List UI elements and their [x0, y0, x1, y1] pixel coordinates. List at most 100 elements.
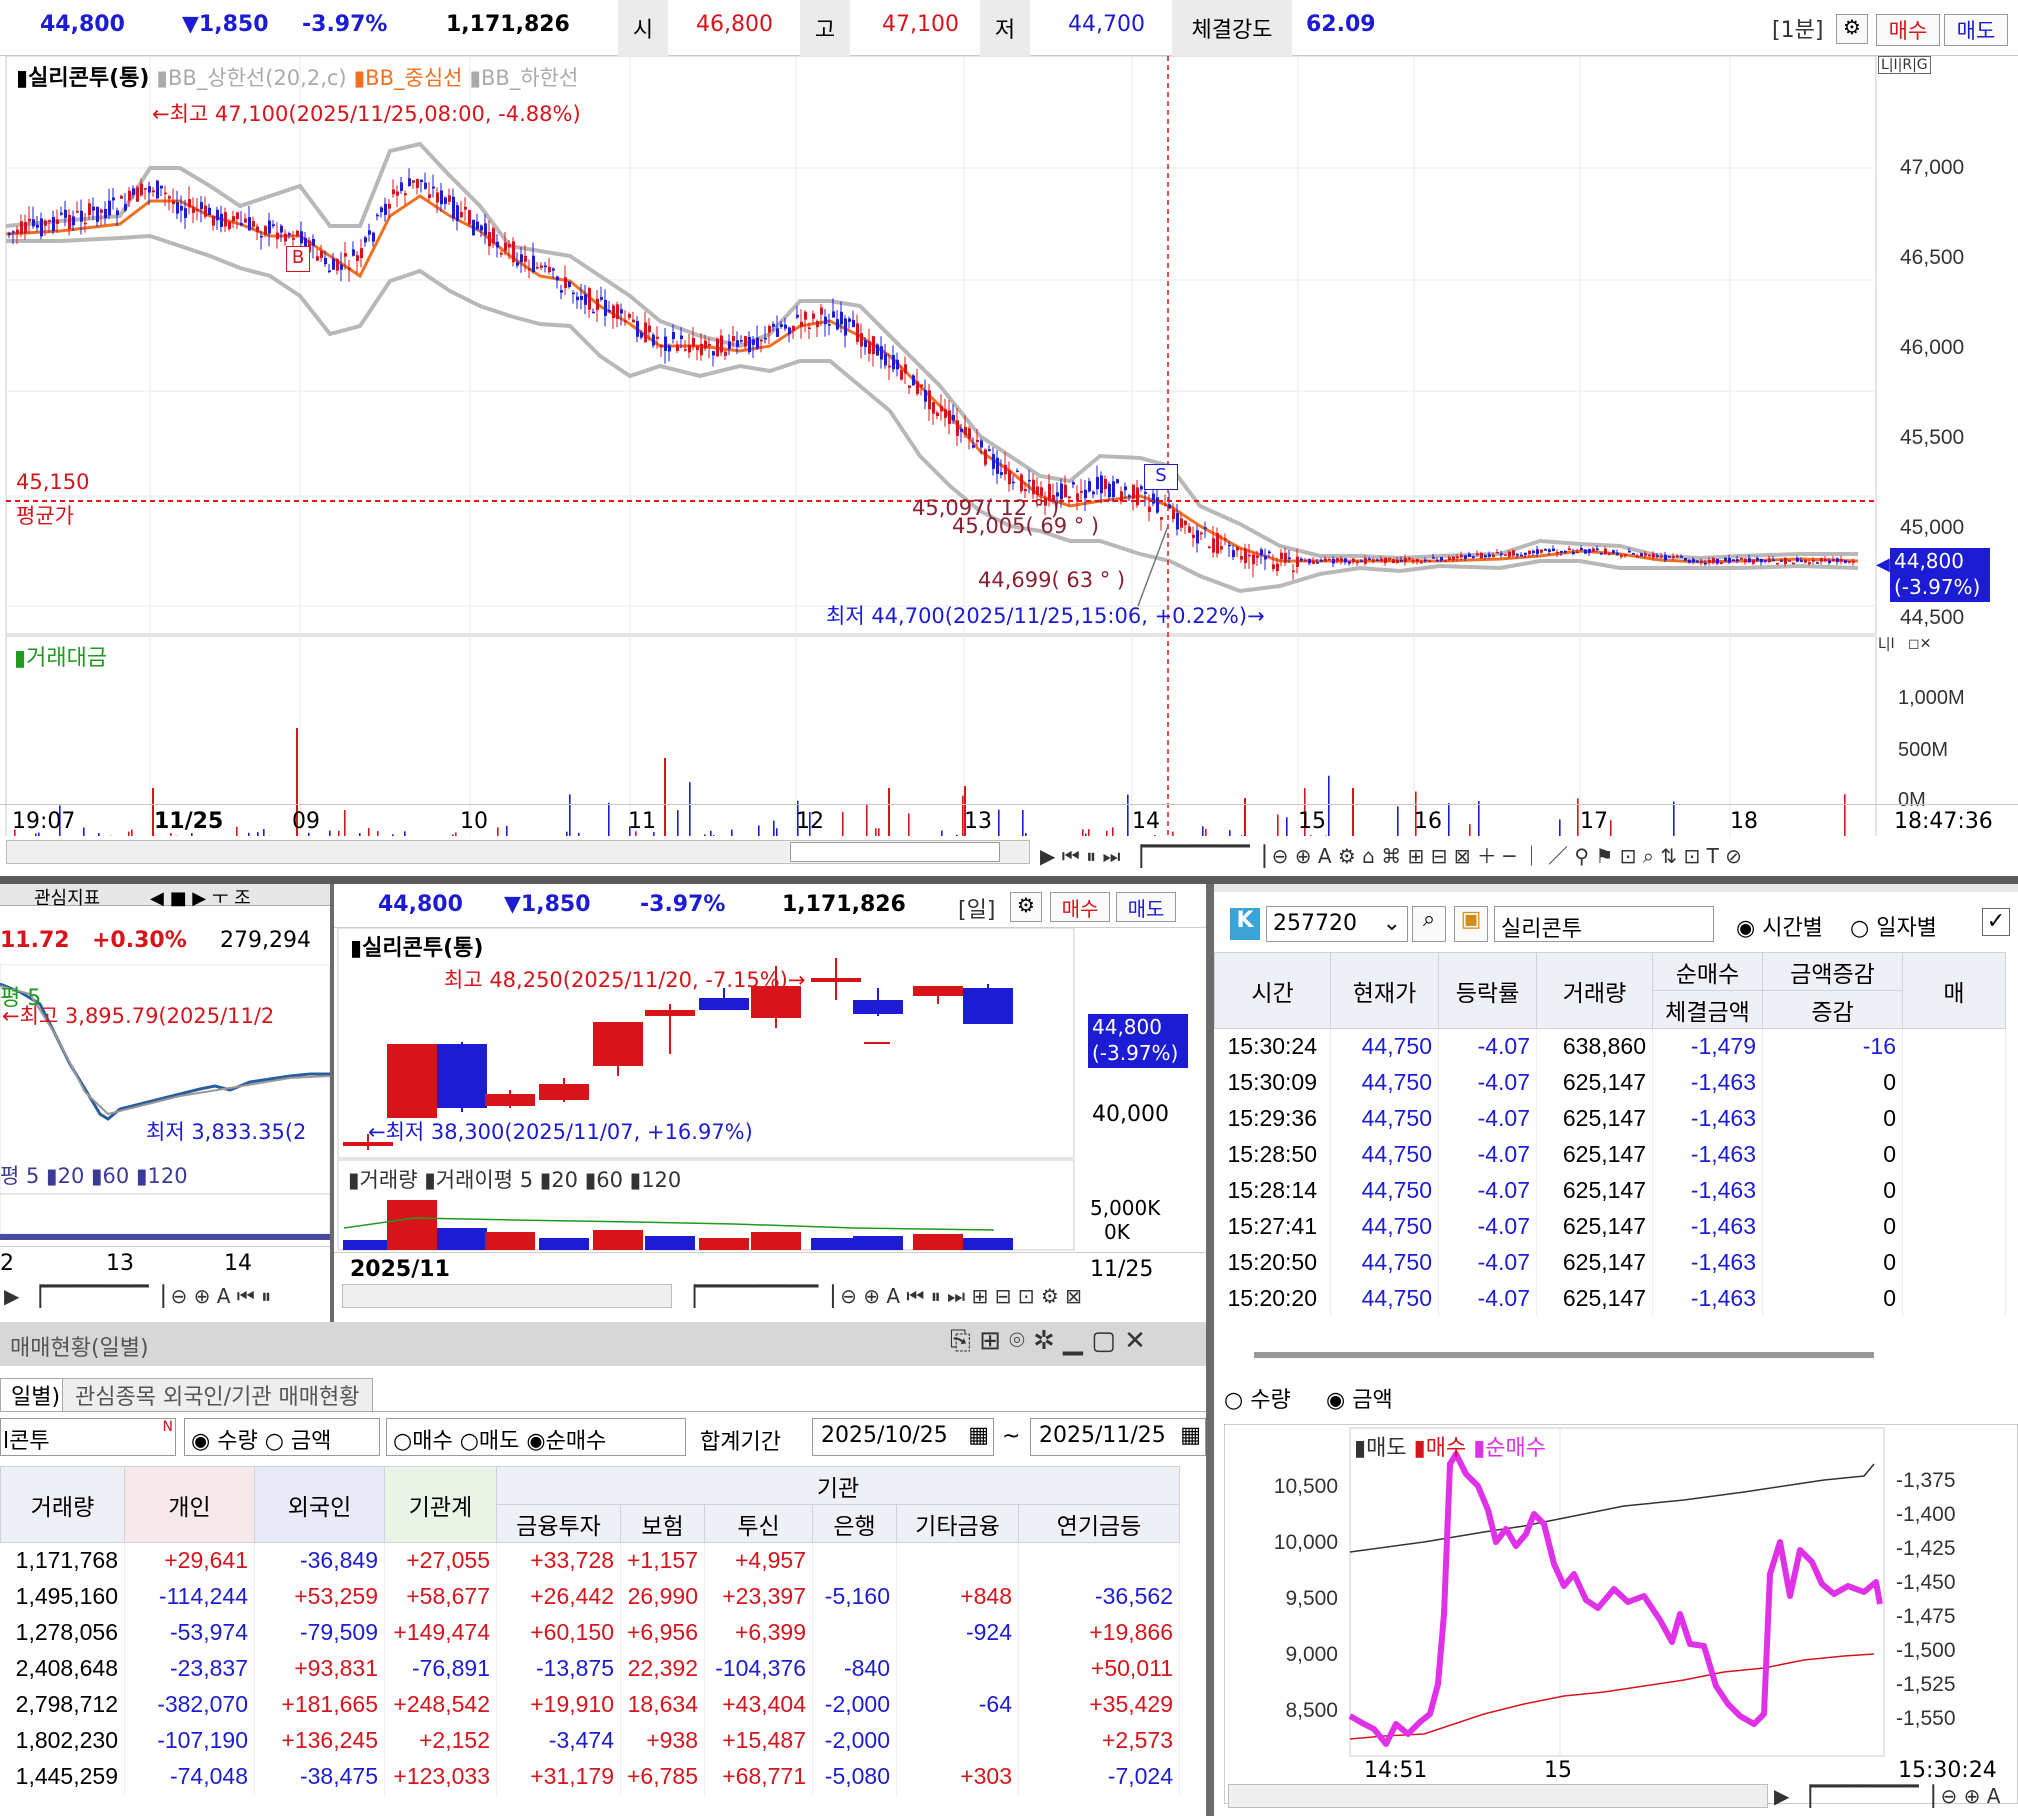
angle-annotation-3: 44,699( 63 ° )	[978, 568, 1126, 592]
radio-day[interactable]: ○ 일자별	[1850, 916, 1937, 941]
candle	[1252, 554, 1255, 565]
trading-stock-field[interactable]: l콘투 N	[0, 1418, 176, 1456]
daily-candle	[853, 1000, 903, 1014]
table-row[interactable]: 15:30:09 44,750 -4.07 625,147 -1,463 0	[1214, 1064, 2006, 1101]
table-row[interactable]: 15:29:36 44,750 -4.07 625,147 -1,463 0	[1214, 1100, 2006, 1137]
date-to-field[interactable]: 2025/11/25 ▦	[1030, 1418, 1206, 1456]
candle	[1132, 484, 1135, 499]
candle	[1000, 472, 1003, 475]
net-chart-scrollbar[interactable]	[1228, 1784, 1768, 1808]
candle	[840, 311, 843, 325]
candle	[192, 207, 195, 213]
daily-sell-button[interactable]: 매도	[1116, 892, 1176, 922]
candle	[1016, 470, 1019, 473]
panel-controls[interactable]: L|I|R|G	[1878, 56, 1931, 74]
tab-daily[interactable]: 일별)	[0, 1378, 72, 1412]
date-from-field[interactable]: 2025/10/25 ▦	[812, 1418, 994, 1456]
candle	[28, 218, 31, 222]
candle	[1564, 551, 1567, 553]
search-icon[interactable]: ⌕	[1412, 906, 1446, 942]
date-to: 2025/11/25	[1039, 1423, 1166, 1448]
table-row[interactable]: 2,408,648 -23,837 +93,831 -76,891 -13,875 22,…	[0, 1650, 1180, 1687]
sell-button[interactable]: 매도	[1944, 14, 2008, 46]
candle	[152, 190, 155, 193]
candle	[1732, 559, 1735, 561]
interval-selector[interactable]: [1분]	[1772, 18, 1824, 43]
favorite-icon[interactable]: ▣	[1454, 906, 1488, 942]
candle	[92, 206, 95, 211]
table-row[interactable]: 2,798,712 -382,070 +181,665 +248,542 +19,910…	[0, 1686, 1180, 1723]
cell: +27,055	[384, 1542, 497, 1579]
radio-qty[interactable]: ◉ 수량	[191, 1429, 258, 1454]
radio-time[interactable]: ◉ 시간별	[1736, 916, 1823, 941]
radio-net[interactable]: ◉순매수	[526, 1429, 607, 1454]
daily-candle	[485, 1094, 535, 1106]
table-row[interactable]: 15:28:50 44,750 -4.07 625,147 -1,463 0	[1214, 1136, 2006, 1173]
buy-button[interactable]: 매수	[1876, 14, 1940, 46]
cell: -4.07	[1438, 1136, 1537, 1173]
candle	[1616, 552, 1619, 555]
daily-interval[interactable]: [일]	[958, 898, 996, 923]
candle	[196, 209, 199, 212]
calendar-icon[interactable]: ▦	[968, 1423, 989, 1448]
index-nav[interactable]: ◀ ■ ▶ ㅜ 조	[150, 888, 251, 909]
radio-qty[interactable]: ○ 수량	[1224, 1388, 1291, 1413]
radio-amount[interactable]: ○ 금액	[264, 1429, 332, 1454]
ticks-scroll-h[interactable]	[1254, 1352, 1874, 1358]
daily-chart[interactable]	[334, 928, 1206, 1252]
table-row[interactable]: 1,802,230 -107,190 +136,245 +2,152 -3,474 +93…	[0, 1722, 1180, 1759]
table-row[interactable]: 1,495,160 -114,244 +53,259 +58,677 +26,442 26…	[0, 1578, 1180, 1615]
table-row[interactable]: 15:20:20 44,750 -4.07 625,147 -1,463 0	[1214, 1280, 2006, 1317]
daily-volume-bar	[913, 1234, 963, 1250]
gear-icon[interactable]: ⚙	[1010, 892, 1042, 922]
daily-scrollbar[interactable]	[342, 1284, 672, 1308]
table-row[interactable]: 1,278,056 -53,974 -79,509 +149,474 +60,150 +6…	[0, 1614, 1180, 1651]
tab-watchlist[interactable]: 관심종목 외국인/기관 매매현황	[62, 1378, 373, 1412]
intraday-chart[interactable]: 47,000 46,500 46,000 45,500 45,000 44,500 1,00…	[0, 56, 2018, 836]
table-row[interactable]: 15:30:24 44,750 -4.07 638,860 -1,479 -16	[1214, 1028, 2006, 1065]
col-amount-change[interactable]: 금액증감	[1762, 952, 1903, 991]
scroll-thumb[interactable]	[790, 842, 1000, 862]
k-icon[interactable]: K	[1230, 908, 1260, 940]
candle	[640, 332, 643, 338]
table-row[interactable]: 1,171,768 +29,641 -36,849 +27,055 +33,728 +1,…	[0, 1542, 1180, 1579]
index-tab[interactable]: 관심지표	[34, 888, 101, 909]
candle	[592, 311, 595, 314]
radio-amount[interactable]: ◉ 금액	[1326, 1388, 1393, 1413]
candle	[700, 343, 703, 356]
daily-volume-bar	[699, 1238, 749, 1250]
sell-signal-marker[interactable]: S	[1144, 464, 1178, 490]
candle	[1040, 487, 1043, 496]
chart-toolbar[interactable]: ▶ ⏮ ⏸ ⏭ ▕▔▔▔▔▔▔▔▕ ⊖ ⊕ A ⚙ ⌂ ⌘ ⊞ ⊟ ⊠ ＋ ─ …	[1040, 844, 1742, 868]
daily-buy-button[interactable]: 매수	[1050, 892, 1110, 922]
candle	[1272, 564, 1275, 569]
window-controls[interactable]: ⎘ ⊞ ⌾ ✲ ▁ ▢ ✕	[950, 1326, 1146, 1356]
daily-volume-bar	[343, 1240, 393, 1250]
candle	[980, 440, 983, 448]
checkbox[interactable]: ✓	[1982, 908, 2010, 936]
net-buy-chart[interactable]: 10,500 10,000 9,500 9,000 8,500 -1,375 -1,400…	[1224, 1424, 2018, 1804]
radio-sell[interactable]: ○매도	[459, 1429, 520, 1454]
table-row[interactable]: 15:20:50 44,750 -4.07 625,147 -1,463 0	[1214, 1244, 2006, 1281]
candle	[1484, 555, 1487, 558]
volume-panel-controls[interactable]: L|I ◻✕	[1878, 636, 1932, 652]
candle	[496, 241, 499, 248]
strength-label: 체결강도	[1172, 0, 1292, 56]
calendar-icon[interactable]: ▦	[1180, 1423, 1201, 1448]
intraday-chart-panel: 44,800 ▼1,850 -3.97% 1,171,826 시 46,800 …	[0, 0, 2018, 876]
col-trust: 투신	[704, 1504, 813, 1543]
buy-signal-marker[interactable]: B	[286, 246, 310, 272]
gear-icon[interactable]: ⚙	[1836, 14, 1868, 44]
index-toolbar[interactable]: ▶ ▕▔▔▔▔▔▔▔▕ ⊖ ⊕ A ⏮ ⏸	[4, 1284, 272, 1308]
daily-toolbar[interactable]: ▕▔▔▔▔▔▔▔▔▕ ⊖ ⊕ A ⏮ ⏸ ⏭ ⊞ ⊟ ⊡ ⚙ ⊠	[680, 1284, 1082, 1308]
volume-bar	[263, 829, 265, 836]
net-chart-toolbar[interactable]: ▶ ▕▔▔▔▔▔▔▔▕ ⊖ ⊕ A	[1774, 1784, 2001, 1808]
candle	[1452, 556, 1455, 560]
table-row[interactable]: 15:28:14 44,750 -4.07 625,147 -1,463 0	[1214, 1172, 2006, 1209]
candle	[184, 208, 187, 218]
stock-code-input[interactable]: 257720 ⌄	[1266, 906, 1408, 942]
candle	[792, 325, 795, 331]
radio-buy[interactable]: ○매수	[393, 1429, 453, 1454]
table-row[interactable]: 1,445,259 -74,048 -38,475 +123,033 +31,179 +6…	[0, 1758, 1180, 1795]
table-row[interactable]: 15:27:41 44,750 -4.07 625,147 -1,463 0	[1214, 1208, 2006, 1245]
